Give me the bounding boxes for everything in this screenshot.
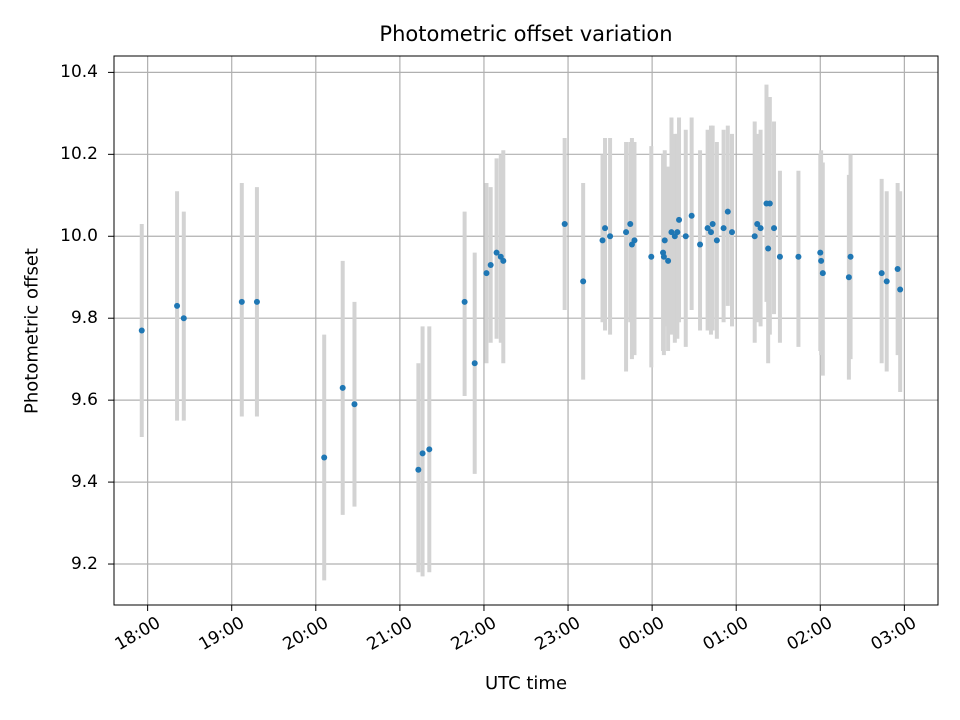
data-point: [580, 278, 587, 285]
data-point: [419, 450, 426, 457]
data-point: [602, 225, 609, 232]
data-point: [138, 327, 145, 334]
data-point: [631, 237, 638, 244]
data-point: [713, 237, 720, 244]
chart-title: Photometric offset variation: [379, 22, 673, 46]
data-point: [493, 249, 500, 256]
y-tick-label: 9.2: [70, 554, 98, 575]
data-point: [776, 253, 783, 260]
x-axis-label: UTC time: [484, 673, 568, 694]
data-point: [665, 257, 672, 264]
y-tick-label: 10.0: [60, 226, 98, 247]
data-point: [415, 466, 422, 473]
y-tick-label: 9.8: [70, 308, 98, 329]
data-point: [607, 233, 614, 240]
data-point: [818, 257, 825, 264]
data-point: [765, 245, 772, 252]
data-point: [878, 270, 885, 277]
data-point: [661, 237, 668, 244]
data-point: [845, 274, 852, 281]
tick-marks: [108, 71, 905, 611]
data-point: [253, 298, 260, 305]
data-point: [709, 220, 716, 227]
data-point: [676, 216, 683, 223]
data-point: [561, 220, 568, 227]
data-points: [138, 200, 904, 473]
grid-lines: [114, 56, 938, 605]
data-point: [757, 225, 764, 232]
data-point: [697, 241, 704, 248]
data-point: [471, 360, 478, 367]
data-point: [426, 446, 433, 453]
data-point: [704, 225, 711, 232]
y-tick-label: 9.6: [70, 390, 98, 411]
data-point: [894, 266, 901, 273]
data-point: [847, 253, 854, 260]
data-point: [668, 229, 675, 236]
data-point: [487, 261, 494, 268]
data-point: [883, 278, 890, 285]
data-point: [729, 229, 735, 236]
data-point: [627, 220, 634, 227]
data-point: [771, 225, 778, 232]
data-point: [174, 302, 181, 309]
data-point: [461, 298, 468, 305]
data-point: [751, 233, 758, 240]
data-point: [500, 257, 507, 264]
data-point: [707, 229, 714, 236]
error-bars: [139, 84, 903, 581]
data-point: [339, 384, 346, 391]
data-point: [483, 270, 490, 277]
data-point: [351, 401, 358, 408]
y-axis-label: Photometric offset: [21, 248, 43, 414]
data-point: [795, 253, 802, 260]
data-point: [724, 208, 731, 215]
data-point: [674, 229, 681, 236]
data-point: [660, 253, 667, 260]
data-point: [688, 212, 695, 219]
y-tick-label: 10.4: [60, 62, 98, 83]
data-point: [238, 298, 245, 305]
data-point: [321, 454, 328, 461]
data-point: [897, 286, 904, 293]
data-point: [819, 270, 826, 277]
data-point: [766, 200, 773, 207]
y-tick-label: 9.4: [70, 472, 98, 493]
y-tick-label: 10.2: [60, 144, 98, 165]
plot-frame: [113, 55, 939, 606]
data-point: [754, 220, 761, 227]
data-point: [623, 229, 630, 236]
data-point: [180, 315, 187, 322]
data-point: [720, 225, 727, 232]
data-point: [648, 253, 655, 260]
data-point: [599, 237, 606, 244]
data-point: [682, 233, 689, 240]
data-point: [817, 249, 824, 256]
